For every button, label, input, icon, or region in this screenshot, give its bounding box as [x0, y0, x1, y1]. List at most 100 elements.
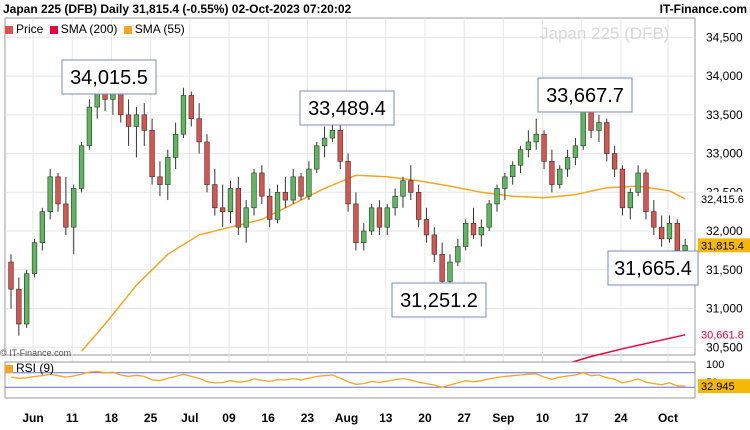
x-tick-label: 18: [105, 411, 119, 425]
annotation-high-jun: 34,015.5: [70, 67, 148, 89]
candle-body: [611, 153, 618, 170]
candle-body: [525, 141, 532, 151]
sma200-price-tag-bg: [698, 327, 750, 342]
candle-body: [463, 222, 469, 247]
candle-body: [384, 207, 390, 228]
candle-body: [63, 203, 69, 228]
annotation-high-aug: 33,489.4: [308, 98, 386, 120]
rsi-panel-frame: [4, 361, 696, 399]
y-tick-label: 31,500: [706, 263, 743, 277]
rsi-panel: 1005032.945: [4, 359, 750, 399]
x-tick-label: Jun: [22, 411, 43, 425]
candle-body: [204, 141, 210, 185]
candle-body: [549, 161, 555, 185]
x-tick-label: Aug: [335, 411, 358, 425]
candle-body: [517, 149, 524, 166]
candle-body: [290, 176, 296, 201]
candle-body: [564, 157, 571, 170]
candle-body: [494, 188, 500, 205]
candle-body: [282, 192, 289, 201]
rsi-label: RSI (9): [16, 361, 55, 375]
rsi-line: [10, 370, 686, 388]
candle-body: [455, 246, 461, 263]
candle-body: [635, 172, 641, 193]
candle-body: [368, 207, 375, 232]
candle-body: [220, 207, 226, 212]
candle-body: [392, 195, 398, 209]
candle-body: [259, 172, 265, 197]
candle-body: [619, 168, 626, 209]
candle-body: [8, 261, 14, 290]
candle-body: [353, 203, 359, 243]
sma55-price-tag-bg: [698, 191, 750, 206]
candle-body: [39, 211, 46, 243]
legend-sma200-label: SMA (200): [60, 22, 118, 36]
candle-body: [486, 203, 492, 228]
sma55-line: [81, 174, 686, 352]
candle-body: [47, 176, 53, 212]
x-tick-label: 10: [536, 411, 550, 425]
x-tick-label: 17: [575, 411, 589, 425]
candle-body: [643, 172, 649, 212]
x-tick-label: Oct: [658, 411, 678, 425]
candle-body: [196, 118, 202, 143]
candle-body: [298, 176, 304, 197]
candle-body: [78, 145, 85, 189]
sma55-price-tag: 32,415.6: [701, 194, 744, 206]
candle-body: [400, 180, 406, 197]
candle-body: [658, 226, 665, 240]
candle-body: [212, 184, 218, 209]
candle-body: [408, 180, 414, 193]
candle-body: [125, 114, 132, 127]
annotation-low-oct: 31,665.4: [614, 258, 692, 280]
x-tick-label: 23: [301, 411, 315, 425]
chart-header: Japan 225 (DFB) Daily 31,815.4 (-0.55%) …: [0, 0, 750, 18]
axes: 30,50031,00031,50032,00032,50033,00033,5…: [22, 30, 750, 425]
rsi-axis-label: 100: [706, 359, 724, 371]
candle-body: [133, 114, 140, 127]
legend: Price SMA (200) SMA (55): [2, 22, 185, 36]
candle-body: [666, 222, 673, 240]
legend-price-swatch: [5, 25, 13, 34]
annotations: 34,015.5 33,489.4 33,667.7 31,251.2 31,665.4: [61, 59, 699, 318]
candle-body: [541, 133, 547, 162]
candle-body: [502, 176, 508, 189]
sma-lines: [81, 174, 686, 367]
x-tick-label: 27: [457, 411, 471, 425]
x-tick-label: Sep: [492, 411, 514, 425]
candle-body: [306, 168, 312, 197]
candle-body: [533, 133, 539, 143]
x-tick-label: Jul: [181, 411, 198, 425]
brand-label: IT-Finance.com: [659, 2, 747, 16]
candle-body: [415, 192, 422, 220]
candle-body: [439, 253, 445, 282]
candle-body: [235, 188, 241, 228]
candle-body: [431, 234, 437, 255]
candle-body: [141, 114, 147, 131]
candle-body: [180, 95, 187, 135]
candle-body: [510, 164, 516, 178]
annotation-high-aug-box: [299, 90, 395, 126]
sma200-price-tag: 30,661.8: [701, 330, 744, 342]
candle-body: [596, 122, 602, 131]
candle-body: [24, 273, 30, 325]
y-tick-label: 30,500: [706, 340, 743, 354]
candle-body: [172, 133, 179, 158]
candle-body: [267, 195, 273, 220]
candle-body: [314, 145, 320, 170]
last-price-tag-bg: [698, 238, 750, 253]
candles: [8, 74, 688, 336]
candle-body: [31, 242, 38, 274]
rsi-swatch: [5, 364, 13, 373]
candle-body: [165, 157, 171, 185]
candle-body: [604, 122, 610, 154]
legend-price-label: Price: [16, 22, 44, 36]
x-tick-label: 24: [614, 411, 628, 425]
rsi-value-tag: 32.945: [701, 381, 735, 393]
x-tick-label: 11: [66, 411, 79, 425]
candle-body: [188, 95, 194, 120]
candle-body: [376, 207, 383, 228]
candle-body: [243, 207, 249, 228]
annotation-low-aug-box: [391, 282, 487, 318]
